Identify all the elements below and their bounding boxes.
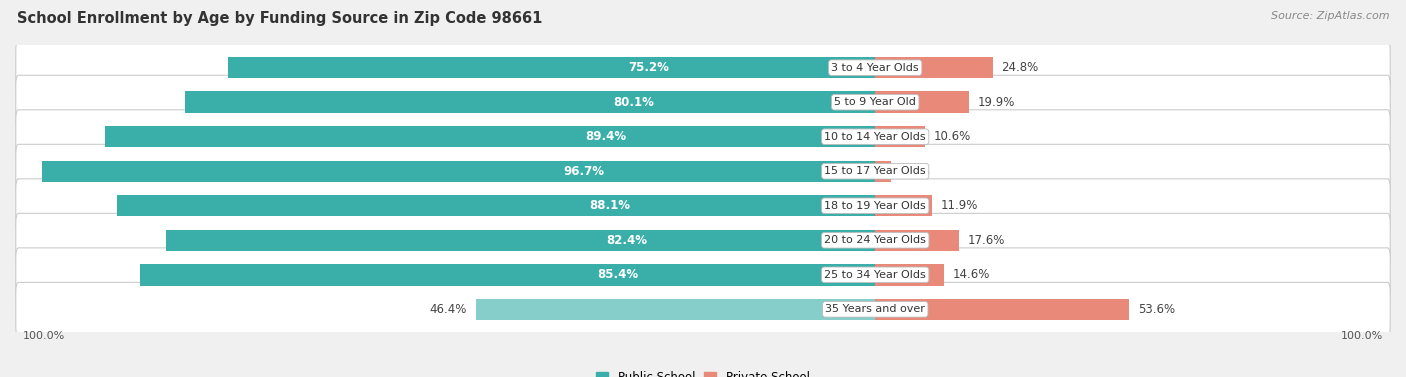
Bar [166,230,875,251]
Text: 10.6%: 10.6% [934,130,972,143]
Text: 35 Years and over: 35 Years and over [825,304,925,314]
Bar [117,195,875,216]
Text: 18 to 19 Year Olds: 18 to 19 Year Olds [824,201,927,211]
FancyBboxPatch shape [15,75,1391,129]
FancyBboxPatch shape [15,179,1391,233]
Text: 82.4%: 82.4% [606,234,647,247]
Bar [228,57,875,78]
Text: 80.1%: 80.1% [613,96,654,109]
Text: 3 to 4 Year Olds: 3 to 4 Year Olds [831,63,920,73]
Text: 17.6%: 17.6% [967,234,1004,247]
Bar [875,161,891,182]
Bar [139,264,875,285]
Text: School Enrollment by Age by Funding Source in Zip Code 98661: School Enrollment by Age by Funding Sour… [17,11,543,26]
Text: 10 to 14 Year Olds: 10 to 14 Year Olds [824,132,927,142]
Bar [875,230,959,251]
Text: 100.0%: 100.0% [22,331,65,341]
Bar [875,299,1129,320]
Text: 24.8%: 24.8% [1001,61,1039,74]
Text: 96.7%: 96.7% [564,165,605,178]
FancyBboxPatch shape [15,213,1391,267]
Bar [875,195,932,216]
Text: 20 to 24 Year Olds: 20 to 24 Year Olds [824,235,927,245]
Bar [875,264,945,285]
Text: 89.4%: 89.4% [585,130,626,143]
Text: 14.6%: 14.6% [953,268,990,281]
Text: 19.9%: 19.9% [979,96,1015,109]
Bar [875,57,993,78]
Bar [105,126,875,147]
Text: 85.4%: 85.4% [598,268,638,281]
Bar [186,92,875,113]
Bar [875,126,925,147]
Text: 46.4%: 46.4% [430,303,467,316]
Text: 5 to 9 Year Old: 5 to 9 Year Old [834,97,917,107]
Text: 75.2%: 75.2% [628,61,669,74]
Text: Source: ZipAtlas.com: Source: ZipAtlas.com [1271,11,1389,21]
FancyBboxPatch shape [15,110,1391,164]
Bar [475,299,875,320]
Text: 11.9%: 11.9% [941,199,977,212]
Text: 3.4%: 3.4% [900,165,929,178]
Text: 100.0%: 100.0% [1341,331,1384,341]
Bar [875,92,970,113]
FancyBboxPatch shape [15,144,1391,198]
Text: 53.6%: 53.6% [1137,303,1175,316]
Bar [42,161,875,182]
FancyBboxPatch shape [15,41,1391,95]
FancyBboxPatch shape [15,248,1391,302]
Text: 15 to 17 Year Olds: 15 to 17 Year Olds [824,166,927,176]
Text: 25 to 34 Year Olds: 25 to 34 Year Olds [824,270,927,280]
Legend: Public School, Private School: Public School, Private School [592,366,814,377]
FancyBboxPatch shape [15,282,1391,336]
Text: 88.1%: 88.1% [589,199,630,212]
